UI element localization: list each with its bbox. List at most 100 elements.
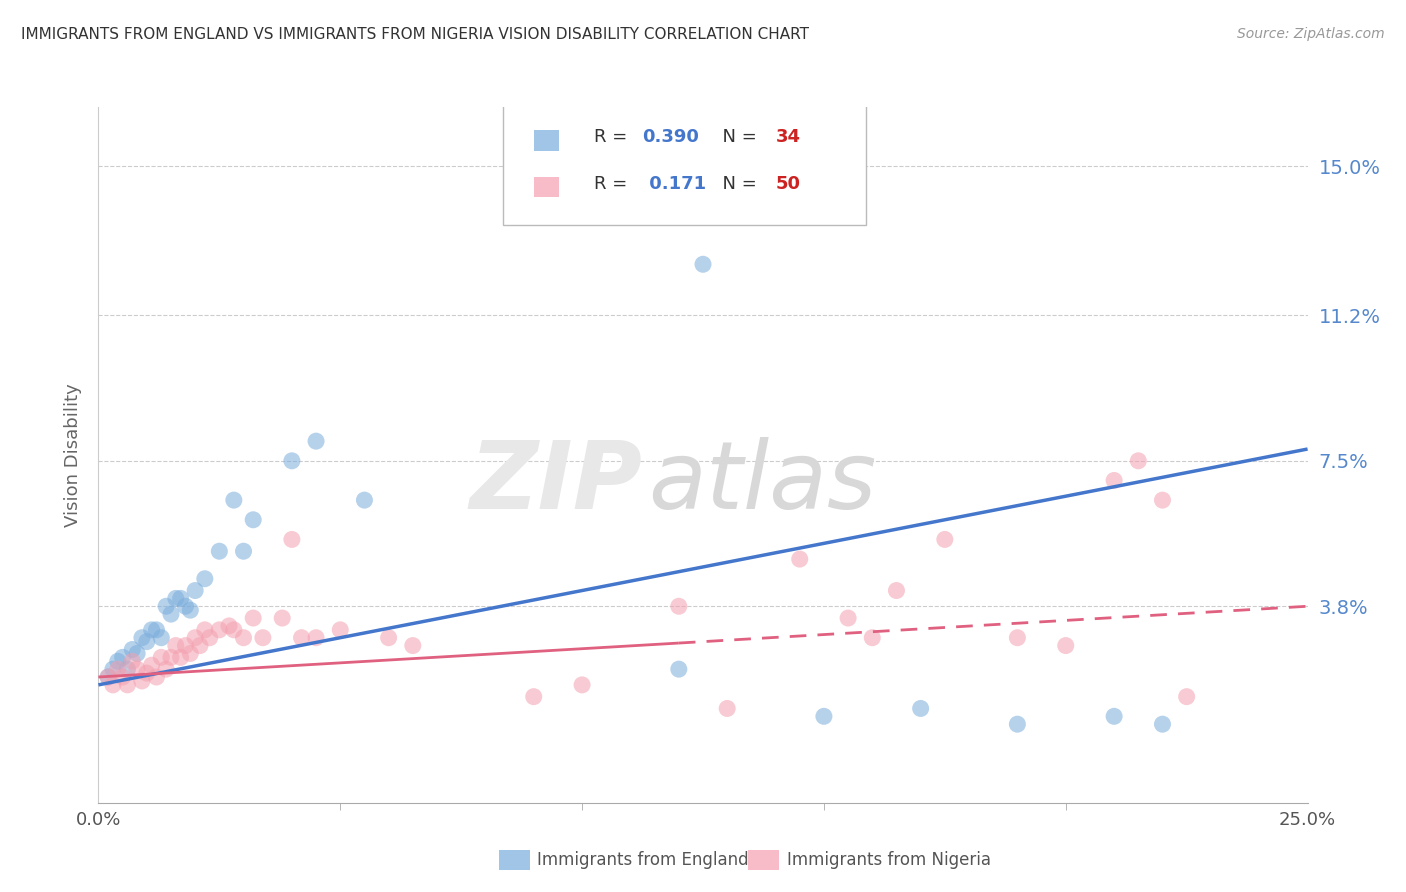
Text: Source: ZipAtlas.com: Source: ZipAtlas.com — [1237, 27, 1385, 41]
Point — [145, 623, 167, 637]
Point — [198, 631, 221, 645]
Point — [305, 434, 328, 449]
Point — [523, 690, 546, 704]
Point — [184, 583, 207, 598]
Point — [160, 607, 183, 621]
Point — [860, 631, 883, 645]
FancyBboxPatch shape — [503, 103, 866, 226]
Point — [121, 654, 143, 668]
Point — [222, 493, 245, 508]
Point — [169, 650, 191, 665]
Point — [160, 650, 183, 665]
Point — [668, 662, 690, 676]
Point — [1152, 493, 1174, 508]
Point — [222, 623, 245, 637]
Point — [571, 678, 593, 692]
Point — [910, 701, 932, 715]
Text: 0.171: 0.171 — [643, 175, 706, 193]
Point — [353, 493, 375, 508]
Point — [111, 650, 134, 665]
Point — [165, 591, 187, 606]
Point — [377, 631, 399, 645]
Point — [271, 611, 294, 625]
Point — [117, 678, 139, 692]
FancyBboxPatch shape — [534, 130, 560, 151]
Point — [886, 583, 908, 598]
Point — [1175, 690, 1198, 704]
Point — [155, 662, 177, 676]
Point — [194, 623, 217, 637]
Point — [232, 631, 254, 645]
Point — [150, 650, 173, 665]
Point — [184, 631, 207, 645]
Point — [169, 591, 191, 606]
Point — [252, 631, 274, 645]
Point — [281, 533, 304, 547]
Text: IMMIGRANTS FROM ENGLAND VS IMMIGRANTS FROM NIGERIA VISION DISABILITY CORRELATION: IMMIGRANTS FROM ENGLAND VS IMMIGRANTS FR… — [21, 27, 808, 42]
Point — [121, 642, 143, 657]
Point — [135, 634, 157, 648]
Text: ZIP: ZIP — [470, 437, 643, 529]
Point — [135, 666, 157, 681]
Point — [150, 631, 173, 645]
Point — [208, 544, 231, 558]
Point — [290, 631, 312, 645]
Point — [145, 670, 167, 684]
Point — [934, 533, 956, 547]
Point — [131, 631, 153, 645]
Point — [242, 513, 264, 527]
Point — [117, 662, 139, 676]
Point — [165, 639, 187, 653]
Point — [111, 670, 134, 684]
Point — [97, 670, 120, 684]
Point — [813, 709, 835, 723]
Point — [218, 619, 240, 633]
Point — [174, 639, 197, 653]
Text: Immigrants from Nigeria: Immigrants from Nigeria — [787, 851, 991, 869]
Point — [305, 631, 328, 645]
Point — [179, 647, 201, 661]
Point — [232, 544, 254, 558]
FancyBboxPatch shape — [534, 177, 560, 197]
Text: 0.390: 0.390 — [643, 128, 699, 146]
Point — [1128, 454, 1150, 468]
Point — [101, 678, 124, 692]
Point — [716, 701, 738, 715]
Point — [127, 647, 149, 661]
Point — [837, 611, 859, 625]
Text: Immigrants from England: Immigrants from England — [537, 851, 749, 869]
Text: atlas: atlas — [648, 437, 877, 528]
Point — [1102, 709, 1125, 723]
Point — [131, 673, 153, 688]
Text: R =: R = — [595, 175, 633, 193]
Point — [141, 658, 163, 673]
Y-axis label: Vision Disability: Vision Disability — [63, 383, 82, 527]
Point — [107, 662, 129, 676]
Point — [127, 662, 149, 676]
Point — [208, 623, 231, 637]
Text: 50: 50 — [776, 175, 800, 193]
Point — [1054, 639, 1077, 653]
Point — [329, 623, 352, 637]
Point — [188, 639, 211, 653]
Text: R =: R = — [595, 128, 633, 146]
Point — [179, 603, 201, 617]
Point — [1102, 474, 1125, 488]
Point — [107, 654, 129, 668]
Point — [141, 623, 163, 637]
Point — [668, 599, 690, 614]
Point — [1007, 717, 1029, 731]
Point — [692, 257, 714, 271]
Point — [1152, 717, 1174, 731]
Point — [97, 670, 120, 684]
Point — [242, 611, 264, 625]
Text: 34: 34 — [776, 128, 800, 146]
Text: N =: N = — [711, 175, 763, 193]
Point — [174, 599, 197, 614]
Point — [101, 662, 124, 676]
Point — [402, 639, 425, 653]
Point — [789, 552, 811, 566]
Point — [155, 599, 177, 614]
Text: N =: N = — [711, 128, 763, 146]
Point — [1007, 631, 1029, 645]
